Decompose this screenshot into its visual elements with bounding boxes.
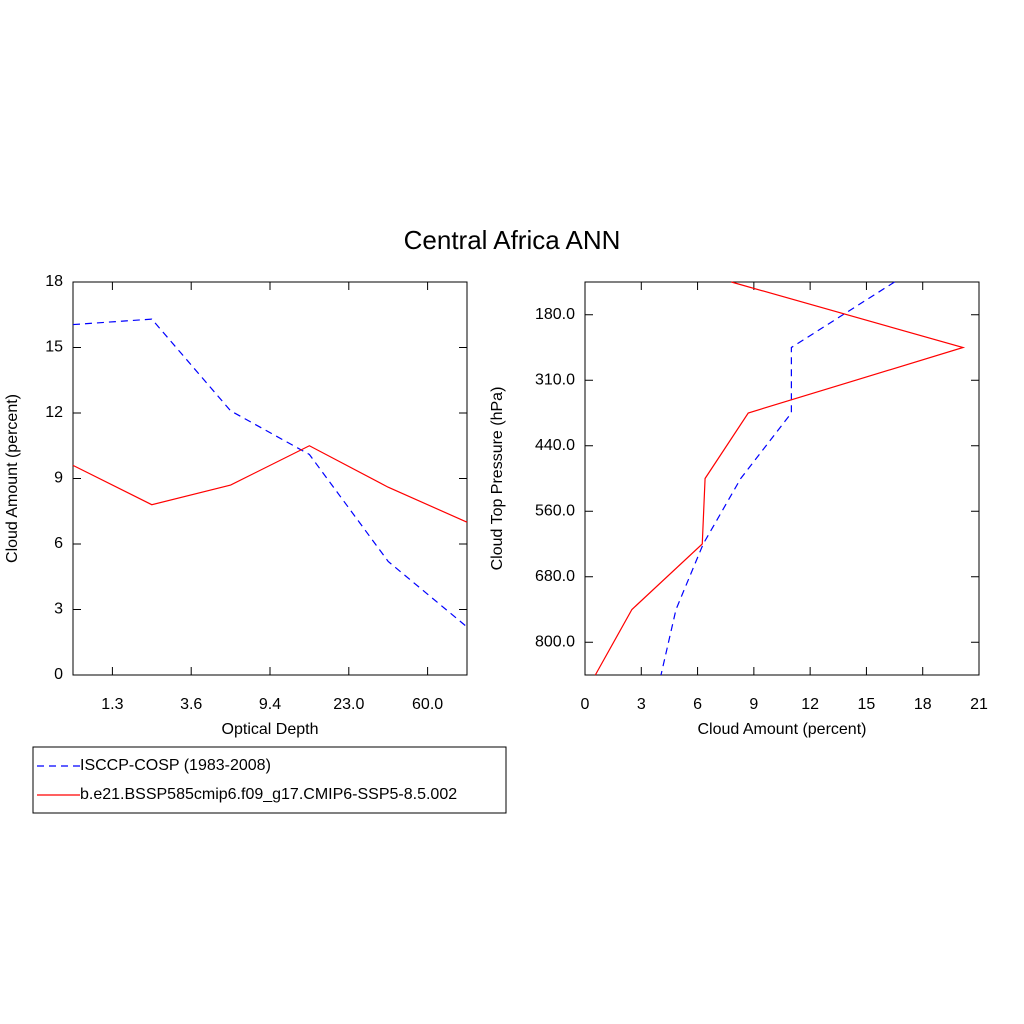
y-tick-label: 15 [45, 339, 63, 356]
legend-label: ISCCP-COSP (1983-2008) [80, 757, 271, 774]
figure-title: Central Africa ANN [404, 225, 621, 255]
y-tick-label: 9 [54, 470, 63, 487]
y-tick-label: 0 [54, 666, 63, 683]
y-tick-label: 560.0 [535, 502, 575, 519]
x-tick-label: 21 [970, 696, 988, 713]
x-tick-label: 0 [581, 696, 590, 713]
series-line [72, 445, 468, 523]
y-tick-label: 12 [45, 404, 63, 421]
series-line [594, 281, 966, 676]
y-axis-label: Cloud Amount (percent) [4, 394, 21, 563]
y-tick-label: 18 [45, 273, 63, 290]
plot-frame [584, 281, 980, 676]
y-tick-label: 310.0 [535, 371, 575, 388]
y-tick-label: 6 [54, 535, 63, 552]
x-tick-label: 12 [801, 696, 819, 713]
legend-box [32, 746, 507, 814]
x-tick-label: 3 [637, 696, 646, 713]
x-tick-label: 23.0 [333, 696, 364, 713]
series-line [660, 281, 895, 676]
legend-label: b.e21.BSSP585cmip6.f09_g17.CMIP6-SSP5-8.… [80, 786, 457, 803]
y-axis-label: Cloud Top Pressure (hPa) [489, 387, 506, 571]
y-tick-label: 680.0 [535, 568, 575, 585]
x-tick-label: 15 [858, 696, 876, 713]
y-tick-label: 3 [54, 601, 63, 618]
x-tick-label: 9.4 [259, 696, 281, 713]
x-axis-label: Cloud Amount (percent) [698, 721, 867, 738]
y-tick-label: 180.0 [535, 306, 575, 323]
x-tick-label: 9 [749, 696, 758, 713]
series-line [72, 318, 468, 628]
y-tick-label: 440.0 [535, 437, 575, 454]
x-axis-label: Optical Depth [222, 721, 319, 738]
x-tick-label: 18 [914, 696, 932, 713]
x-tick-label: 60.0 [412, 696, 443, 713]
x-tick-label: 3.6 [180, 696, 202, 713]
x-tick-label: 1.3 [101, 696, 123, 713]
y-tick-label: 800.0 [535, 633, 575, 650]
x-tick-label: 6 [693, 696, 702, 713]
plot-frame [72, 281, 468, 676]
